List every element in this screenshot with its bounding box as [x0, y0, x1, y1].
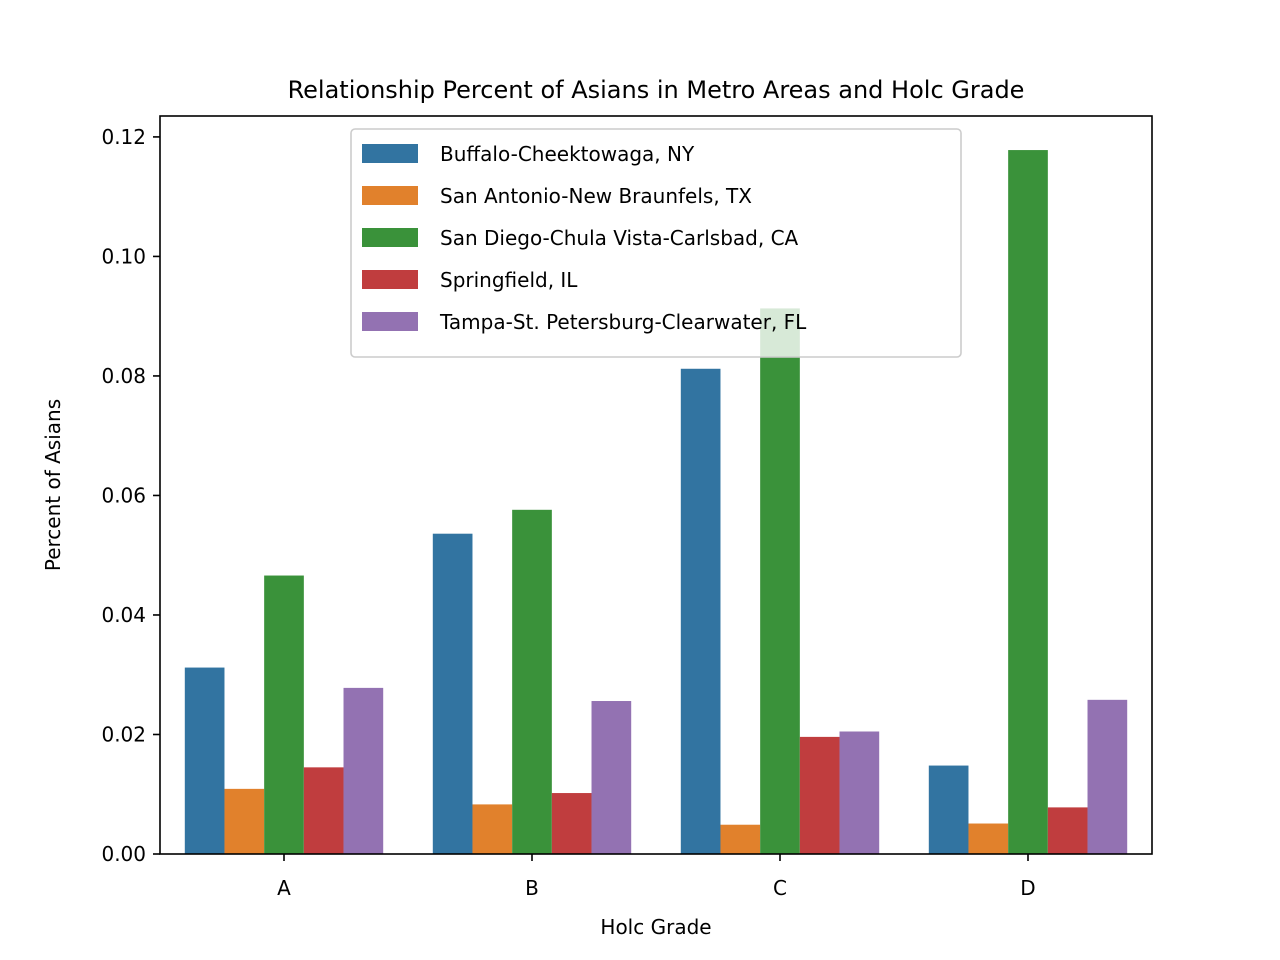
legend: Buffalo-Cheektowaga, NY San Antonio-New B… [350, 128, 962, 358]
x-tick-label: D [1020, 876, 1035, 900]
legend-label: San Antonio-New Braunfels, TX [440, 184, 752, 208]
legend-swatch [362, 312, 418, 331]
bar-D-series-4 [1047, 807, 1088, 854]
legend-label: Springfield, IL [440, 268, 578, 292]
legend-swatch [362, 228, 418, 247]
legend-swatch [362, 186, 418, 205]
x-tick-label: B [525, 876, 539, 900]
bar-C-series-1 [680, 368, 721, 854]
y-axis: 0.00 0.02 0.04 0.06 0.08 0.10 0.12 [101, 125, 160, 866]
y-tick-label: 0.00 [101, 842, 146, 866]
bar-B-series-3 [512, 509, 552, 854]
bar-B-series-5 [591, 701, 632, 854]
x-tick-label: C [773, 876, 787, 900]
bar-C-series-4 [799, 736, 840, 854]
y-tick-label: 0.08 [101, 364, 146, 388]
chart-title: Relationship Percent of Asians in Metro … [288, 76, 1025, 104]
x-tick-label: A [277, 876, 291, 900]
bar-C-series-2 [720, 824, 761, 854]
y-tick-label: 0.04 [101, 603, 146, 627]
plot-frame [159, 115, 1153, 855]
legend-swatch [362, 144, 418, 163]
bar-D-series-5 [1087, 699, 1128, 854]
bar-A-series-2 [224, 788, 265, 854]
legend-label: Buffalo-Cheektowaga, NY [440, 142, 695, 166]
bar-A-series-1 [184, 667, 225, 854]
bar-D-series-1 [928, 765, 969, 854]
y-tick-label: 0.02 [101, 722, 146, 746]
bar-B-series-2 [472, 804, 513, 854]
bar-B-series-4 [551, 793, 592, 854]
x-axis: A B C D [277, 854, 1036, 900]
bar-A-series-3 [264, 575, 304, 854]
bar-A-series-4 [303, 767, 344, 854]
y-tick-label: 0.12 [101, 125, 146, 149]
legend-swatch [362, 270, 418, 289]
bar-group [184, 150, 1128, 854]
bar-A-series-5 [343, 687, 384, 854]
y-tick-label: 0.06 [101, 483, 146, 507]
legend-label: San Diego-Chula Vista-Carlsbad, CA [440, 226, 799, 250]
bar-D-series-3 [1008, 150, 1048, 854]
legend-label: Tampa-St. Petersburg-Clearwater, FL [439, 310, 807, 334]
legend-box [350, 128, 962, 358]
bar-C-series-5 [839, 731, 880, 854]
y-axis-label: Percent of Asians [41, 399, 65, 571]
bar-C-series-3 [760, 308, 800, 854]
y-tick-label: 0.10 [101, 244, 146, 268]
x-axis-label: Holc Grade [600, 915, 711, 939]
bar-D-series-2 [968, 823, 1009, 854]
bar-B-series-1 [432, 533, 473, 854]
